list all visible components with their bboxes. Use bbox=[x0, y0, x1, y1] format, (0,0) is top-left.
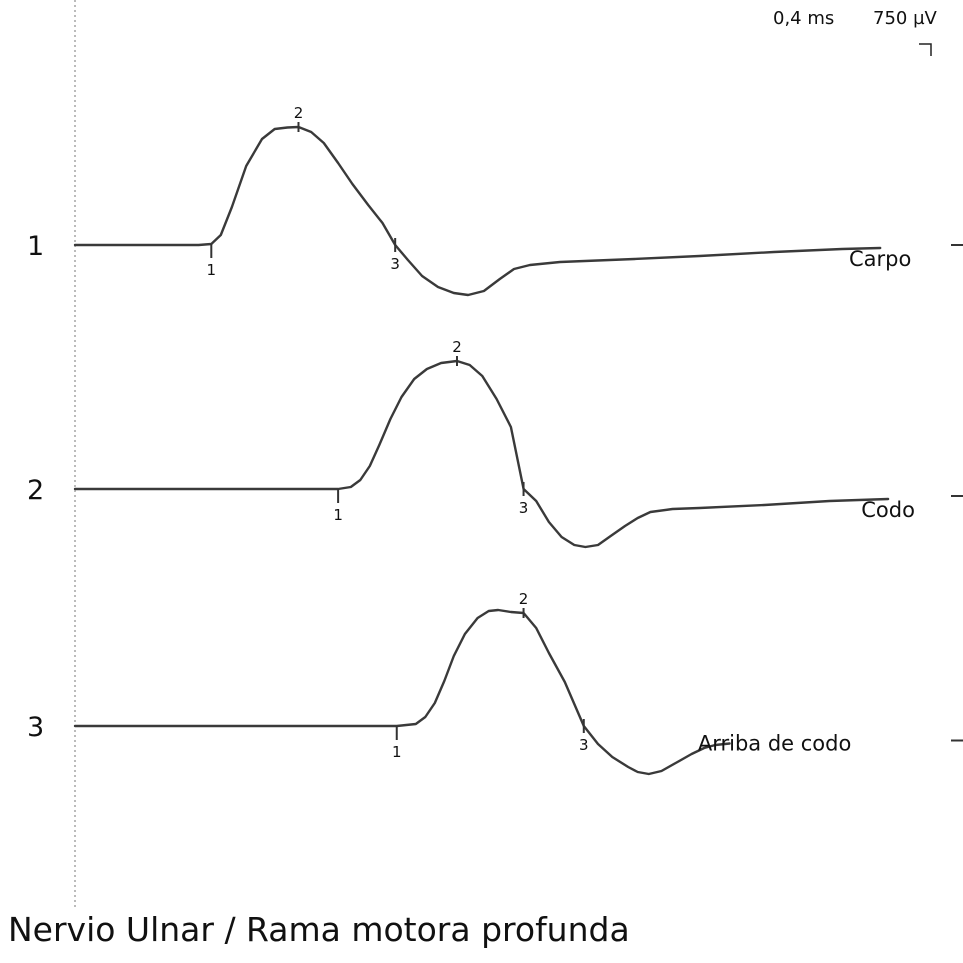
marker-label-3-2: 2 bbox=[519, 590, 529, 608]
row-label-2: 2 bbox=[27, 475, 44, 506]
marker-label-1-2: 2 bbox=[294, 104, 304, 122]
trace-line-3 bbox=[73, 608, 731, 776]
marker-label-3-1: 1 bbox=[392, 743, 402, 761]
marker-label-3-3: 3 bbox=[579, 736, 589, 754]
time-scale-label: 0,4 ms bbox=[773, 8, 834, 29]
marker-label-1-3: 3 bbox=[390, 255, 400, 273]
marker-label-1-1: 1 bbox=[207, 261, 217, 279]
marker-label-2-3: 3 bbox=[519, 499, 529, 517]
marker-label-2-1: 1 bbox=[333, 506, 343, 524]
row-label-3: 3 bbox=[27, 712, 44, 743]
trace-line-1 bbox=[73, 125, 882, 297]
amplitude-scale-label: 750 µV bbox=[873, 8, 938, 29]
trace-name-label-3: Arriba de codo bbox=[698, 732, 851, 756]
trace-name-label-1: Carpo bbox=[849, 247, 911, 271]
trace-name-label-2: Codo bbox=[861, 498, 915, 522]
traces-group: 1 Carpo 1 2 3 2 Codo 1 2 3 3 Arriba de codo 1 2 3 bbox=[27, 104, 963, 776]
trace-line-2 bbox=[73, 359, 890, 549]
scale-corner-marker bbox=[919, 43, 932, 56]
row-label-1: 1 bbox=[27, 231, 44, 262]
page-title: Nervio Ulnar / Rama motora profunda bbox=[8, 910, 630, 949]
marker-label-2-2: 2 bbox=[452, 338, 462, 356]
